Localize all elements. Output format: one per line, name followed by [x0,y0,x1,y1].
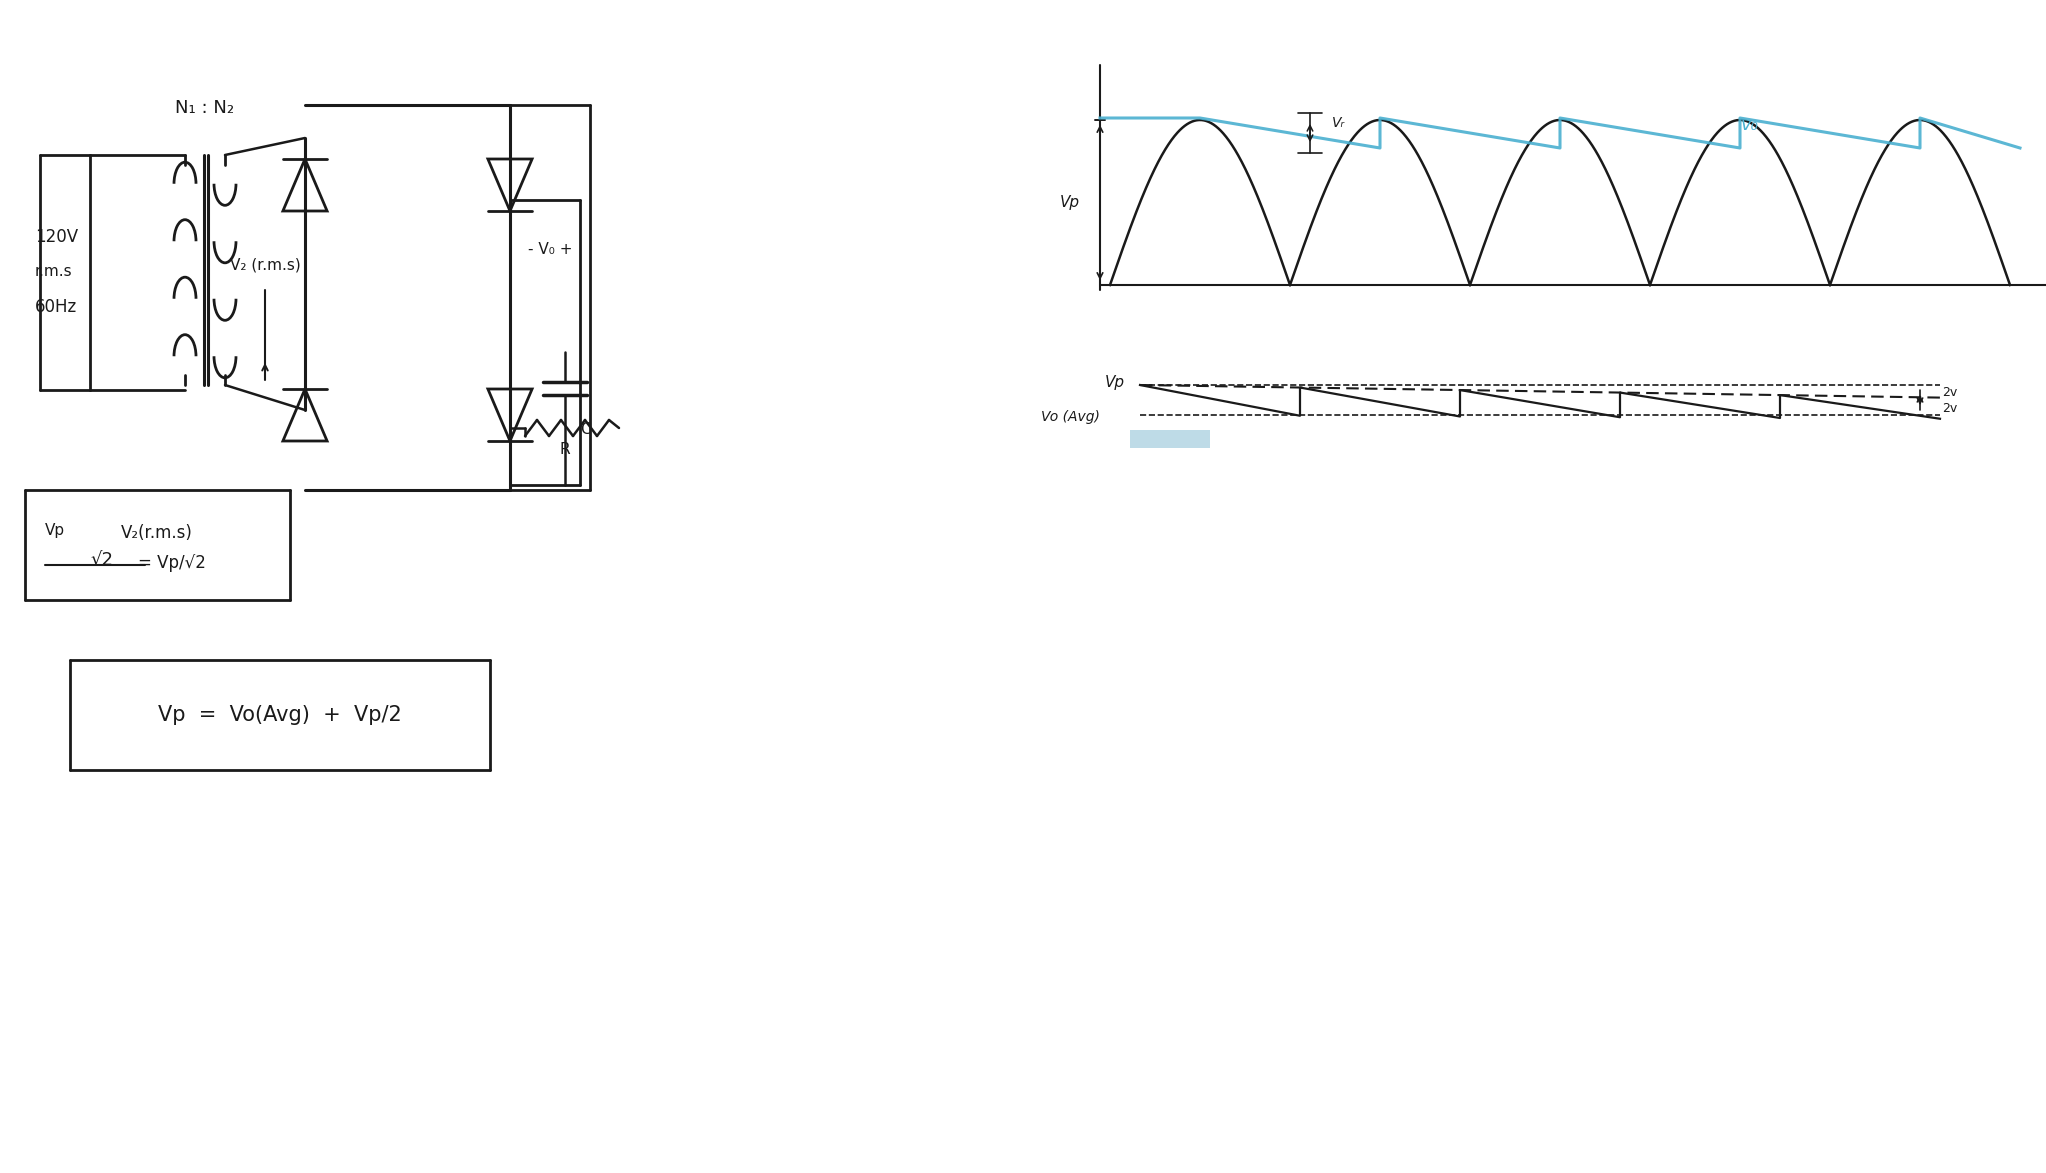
Text: = Vp/√2: = Vp/√2 [137,554,207,572]
Bar [1129,430,1209,448]
Text: √2: √2 [90,551,113,569]
Text: Vp: Vp [1105,375,1125,391]
Text: - V₀ +: - V₀ + [528,243,573,258]
Text: Vp: Vp [1060,195,1080,210]
Text: Vp: Vp [45,522,65,537]
Text: C: C [579,422,591,438]
Text: Vp  =  Vo(Avg)  +  Vp/2: Vp = Vo(Avg) + Vp/2 [158,705,401,725]
Text: Vᵣ: Vᵣ [1332,116,1344,130]
Text: V₂(r.m.s): V₂(r.m.s) [121,524,192,542]
Text: V₂ (r.m.s): V₂ (r.m.s) [229,258,301,272]
Text: 2v: 2v [1942,386,1958,399]
Text: 60Hz: 60Hz [35,298,78,316]
Text: R: R [561,442,571,457]
Text: v₀: v₀ [1741,116,1760,134]
Text: 120V: 120V [35,228,78,246]
Text: 2v: 2v [1942,401,1958,414]
Text: Vo (Avg): Vo (Avg) [1041,411,1101,423]
Text: r.m.s: r.m.s [35,264,72,279]
Text: N₁ : N₂: N₁ : N₂ [176,99,235,117]
